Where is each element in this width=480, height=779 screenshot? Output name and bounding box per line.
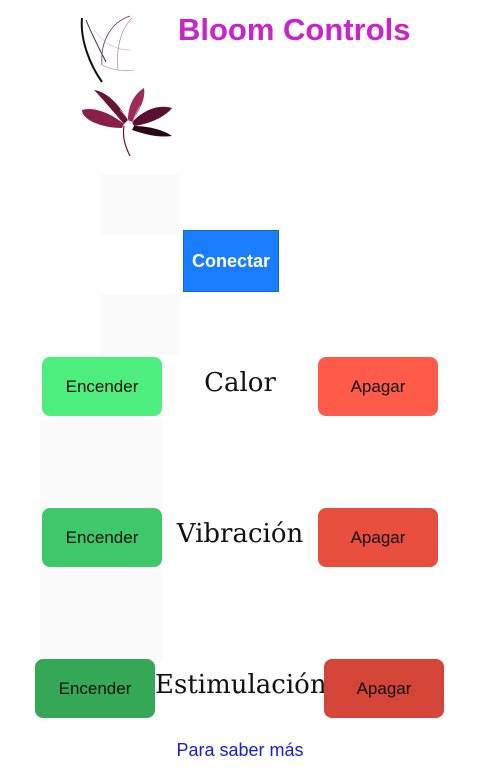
heat-label: Calor	[204, 368, 276, 398]
heat-off-button[interactable]: Apagar	[318, 357, 438, 416]
app-title: Bloom Controls	[178, 12, 411, 47]
vibration-off-button[interactable]: Apagar	[318, 508, 438, 567]
stimulation-on-button[interactable]: Encender	[35, 659, 155, 718]
background-panel	[100, 295, 180, 355]
learn-more-link[interactable]: Para saber más	[176, 740, 304, 760]
background-panel	[100, 175, 180, 235]
butterfly-flower-icon	[80, 15, 172, 157]
stimulation-label: Estimulación	[155, 670, 327, 700]
background-panel	[40, 570, 162, 660]
vibration-label: Vibración	[176, 519, 304, 549]
background-panel	[40, 420, 162, 510]
heat-on-button[interactable]: Encender	[42, 357, 162, 416]
connect-button[interactable]: Conectar	[183, 230, 279, 292]
vibration-on-button[interactable]: Encender	[42, 508, 162, 567]
stimulation-off-button[interactable]: Apagar	[324, 659, 444, 718]
